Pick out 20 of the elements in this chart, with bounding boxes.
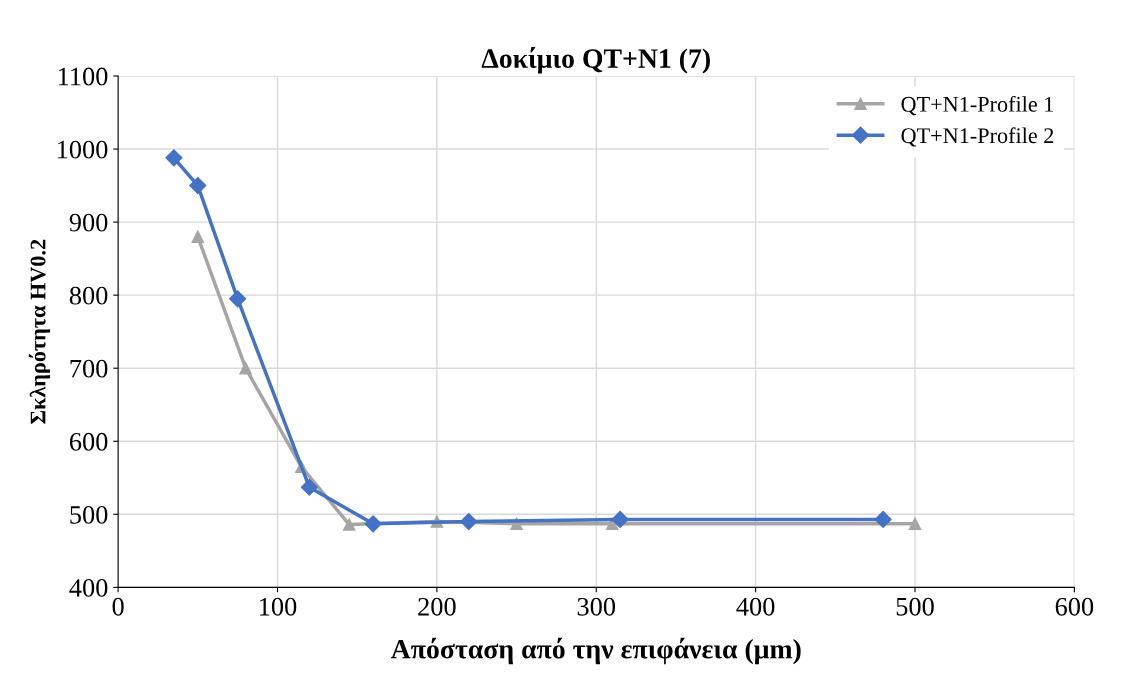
y-tick-label: 800	[69, 286, 108, 305]
y-tick-label: 400	[69, 578, 108, 597]
y-tick-label: 1100	[58, 67, 108, 86]
x-tick-label: 200	[418, 597, 456, 616]
y-tick-label: 500	[70, 505, 108, 524]
x-axis-title: Απόσταση από την επιφάνεια (μm)	[390, 637, 801, 665]
y-tick-label: 900	[69, 213, 108, 232]
y-tick-label: 700	[70, 359, 108, 378]
y-tick-label: 600	[69, 432, 108, 451]
y-axis-title: Σκληρότητα HV0.2	[28, 239, 51, 424]
x-tick-label: 500	[896, 597, 934, 616]
x-tick-label: 100	[260, 597, 297, 616]
legend-label: QT+N1-Profile 1	[901, 95, 1054, 116]
x-tick-label: 300	[577, 597, 616, 616]
x-tick-label: 400	[736, 597, 775, 616]
x-tick-label: 0	[112, 597, 124, 616]
y-tick-label: 1000	[57, 140, 108, 159]
x-tick-label: 600	[1055, 597, 1094, 616]
legend-label: QT+N1-Profile 2	[901, 127, 1054, 147]
chart-title: Δοκίμιο QT+N1 (7)	[481, 47, 710, 74]
